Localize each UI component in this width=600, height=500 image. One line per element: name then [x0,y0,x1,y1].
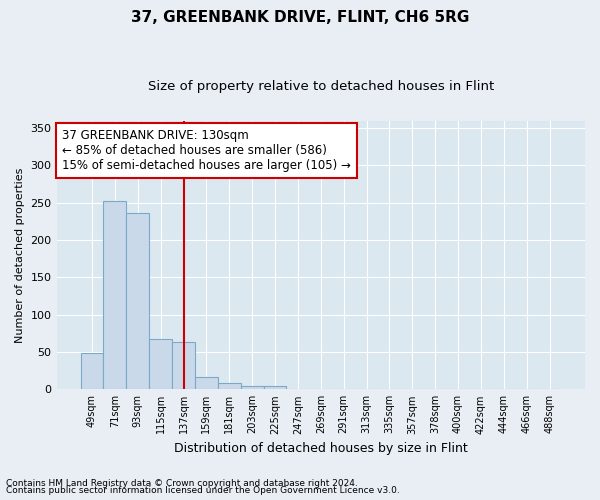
Text: 37, GREENBANK DRIVE, FLINT, CH6 5RG: 37, GREENBANK DRIVE, FLINT, CH6 5RG [131,10,469,25]
Bar [241,386,263,390]
Title: Size of property relative to detached houses in Flint: Size of property relative to detached ho… [148,80,494,93]
Bar [172,342,195,390]
Y-axis label: Number of detached properties: Number of detached properties [15,167,25,342]
Text: Contains public sector information licensed under the Open Government Licence v3: Contains public sector information licen… [6,486,400,495]
Text: Contains HM Land Registry data © Crown copyright and database right 2024.: Contains HM Land Registry data © Crown c… [6,478,358,488]
Bar [218,382,241,390]
Bar [263,386,286,390]
Bar [195,378,218,390]
Bar [103,201,127,390]
Bar [80,354,103,390]
X-axis label: Distribution of detached houses by size in Flint: Distribution of detached houses by size … [174,442,467,455]
Bar [149,338,172,390]
Bar [127,213,149,390]
Text: 37 GREENBANK DRIVE: 130sqm
← 85% of detached houses are smaller (586)
15% of sem: 37 GREENBANK DRIVE: 130sqm ← 85% of deta… [62,128,351,172]
